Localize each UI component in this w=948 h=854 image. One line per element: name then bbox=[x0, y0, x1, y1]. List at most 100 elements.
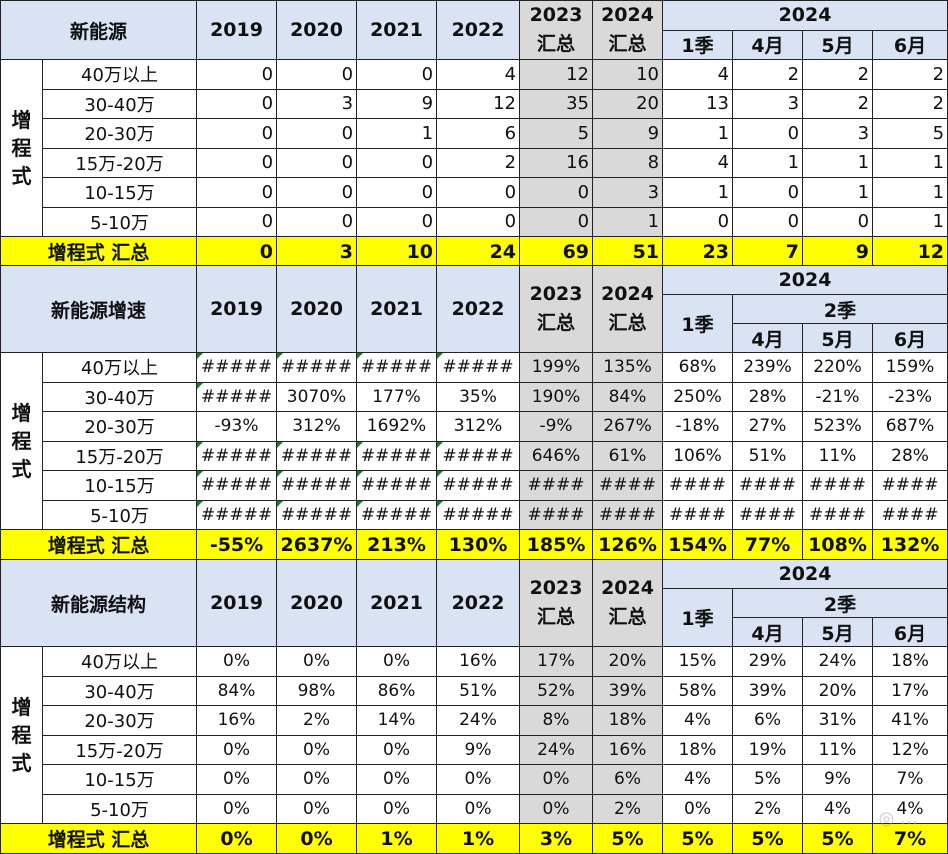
data-cell: 29% bbox=[732, 646, 804, 677]
data-cell: ##### bbox=[356, 470, 438, 501]
data-cell: 12% bbox=[872, 734, 948, 765]
year-header: 2022 bbox=[436, 559, 521, 647]
data-cell: -21% bbox=[802, 381, 874, 412]
data-cell: ##### bbox=[436, 440, 521, 471]
data-cell: 3070% bbox=[276, 381, 358, 412]
year-header: 2020 bbox=[276, 265, 358, 353]
data-cell: 0 bbox=[196, 88, 278, 119]
summary-year-header: 2024 汇总 bbox=[592, 559, 664, 647]
table-row: 10-15万 0% 0% 0% 0% 0% 6% 4% 5% 9% 7% bbox=[1, 764, 948, 795]
data-cell: ##### bbox=[196, 381, 278, 412]
section-title: 新能源增速 bbox=[0, 265, 198, 353]
data-cell: 11% bbox=[802, 440, 874, 471]
data-cell: 4% bbox=[662, 705, 734, 736]
data-cell: 0% bbox=[196, 764, 278, 795]
data-cell: #### bbox=[592, 470, 664, 501]
data-cell: 0% bbox=[196, 734, 278, 765]
data-cell: -9% bbox=[519, 411, 594, 442]
data-cell: 0% bbox=[662, 793, 734, 824]
data-cell: 0 bbox=[519, 177, 594, 208]
total-cell: 7% bbox=[872, 823, 948, 854]
summary-year: 2023 bbox=[529, 4, 583, 26]
data-cell: 13 bbox=[662, 88, 734, 119]
data-cell: 1 bbox=[872, 147, 948, 178]
data-cell: 6% bbox=[592, 764, 664, 795]
total-cell: 5% bbox=[592, 823, 664, 854]
data-cell: 0 bbox=[356, 59, 438, 90]
data-cell: 523% bbox=[802, 411, 874, 442]
table-row: 增程式 40万以上 0 0 0 4 12 10 4 2 2 2 bbox=[0, 59, 948, 237]
summary-year: 2023 bbox=[529, 577, 583, 599]
group-year-header: 2024 bbox=[662, 0, 948, 31]
data-cell: 15% bbox=[662, 646, 734, 677]
total-cell: 130% bbox=[436, 529, 521, 560]
data-cell: #### bbox=[519, 470, 594, 501]
total-cell: 12 bbox=[872, 236, 948, 267]
total-cell: 5% bbox=[732, 823, 804, 854]
total-cell: 2637% bbox=[276, 529, 358, 560]
data-cell: 0% bbox=[436, 793, 521, 824]
total-cell: 1% bbox=[436, 823, 521, 854]
total-cell: 77% bbox=[732, 529, 804, 560]
data-cell: 135% bbox=[592, 352, 664, 383]
data-cell: 68% bbox=[662, 352, 734, 383]
data-cell: 2% bbox=[732, 793, 804, 824]
summary-sub: 汇总 bbox=[608, 606, 647, 628]
data-cell: 0% bbox=[196, 646, 278, 677]
row-label: 30-40万 bbox=[41, 675, 198, 706]
data-cell: 0 bbox=[276, 118, 358, 149]
data-cell: #### bbox=[872, 470, 948, 501]
data-cell: 199% bbox=[519, 352, 594, 383]
data-cell: 24% bbox=[436, 705, 521, 736]
data-cell: 0% bbox=[196, 793, 278, 824]
total-cell: 69 bbox=[519, 236, 594, 267]
side-label: 增程式 bbox=[0, 646, 43, 824]
data-cell: 0 bbox=[662, 206, 734, 237]
row-label: 20-30万 bbox=[41, 118, 198, 149]
year-header: 2021 bbox=[356, 265, 438, 353]
summary-year: 2024 bbox=[601, 283, 654, 305]
data-cell: 35 bbox=[519, 88, 594, 119]
data-cell: 2 bbox=[732, 59, 804, 90]
data-cell: 0% bbox=[276, 734, 358, 765]
side-label: 增程式 bbox=[0, 59, 43, 237]
data-cell: ##### bbox=[196, 470, 278, 501]
data-cell: 4 bbox=[662, 147, 734, 178]
data-cell: 20% bbox=[802, 675, 874, 706]
data-cell: 4 bbox=[436, 59, 521, 90]
data-cell: 1 bbox=[662, 118, 734, 149]
data-cell: ##### bbox=[436, 499, 521, 530]
total-cell: 154% bbox=[662, 529, 734, 560]
data-cell: ##### bbox=[356, 352, 438, 383]
data-cell: 0% bbox=[276, 646, 358, 677]
year-header: 2019 bbox=[196, 0, 278, 60]
month-header: 5月 bbox=[802, 617, 874, 647]
row-label: 40万以上 bbox=[41, 646, 198, 677]
data-cell: 0% bbox=[356, 764, 438, 795]
data-cell: 0 bbox=[196, 206, 278, 237]
total-cell: 5% bbox=[802, 823, 874, 854]
data-cell: 9 bbox=[592, 118, 664, 149]
side-label-text: 增程式 bbox=[11, 108, 32, 188]
row-label: 15万-20万 bbox=[41, 734, 198, 765]
data-cell: 5 bbox=[519, 118, 594, 149]
table-row: 5-10万 0% 0% 0% 0% 0% 2% 0% 2% 4% 4% bbox=[1, 793, 948, 824]
data-cell: 35% bbox=[436, 381, 521, 412]
total-row: 增程式 汇总 0 3 10 24 69 51 23 7 9 12 bbox=[0, 236, 948, 267]
table-row: 30-40万 ##### 3070% 177% 35% 190% 84% 250% 28% -21… bbox=[1, 381, 948, 412]
data-cell: 16% bbox=[436, 646, 521, 677]
data-cell: 1 bbox=[662, 177, 734, 208]
data-cell: -18% bbox=[662, 411, 734, 442]
data-cell: 3 bbox=[276, 88, 358, 119]
row-label: 40万以上 bbox=[41, 352, 198, 383]
data-cell: 312% bbox=[276, 411, 358, 442]
row-label: 5-10万 bbox=[41, 793, 198, 824]
data-cell: 3 bbox=[732, 88, 804, 119]
data-cell: 84% bbox=[592, 381, 664, 412]
table-row: 15万-20万 0 0 0 2 16 8 4 1 1 1 bbox=[1, 147, 948, 178]
data-cell: 39% bbox=[592, 675, 664, 706]
data-cell: 220% bbox=[802, 352, 874, 383]
data-cell: 646% bbox=[519, 440, 594, 471]
data-cell: 106% bbox=[662, 440, 734, 471]
summary-sub: 汇总 bbox=[537, 33, 576, 55]
